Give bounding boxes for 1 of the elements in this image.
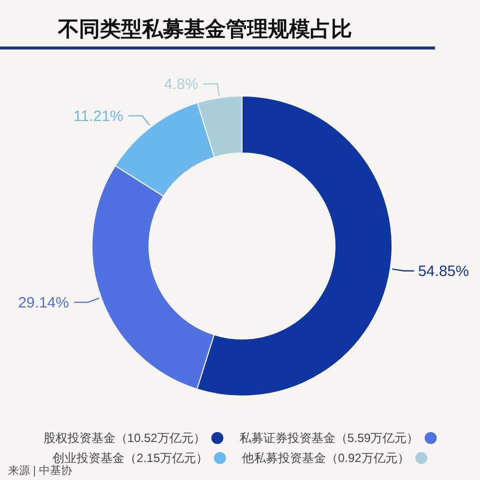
title: 不同类型私募基金管理规模占比 xyxy=(58,18,352,41)
